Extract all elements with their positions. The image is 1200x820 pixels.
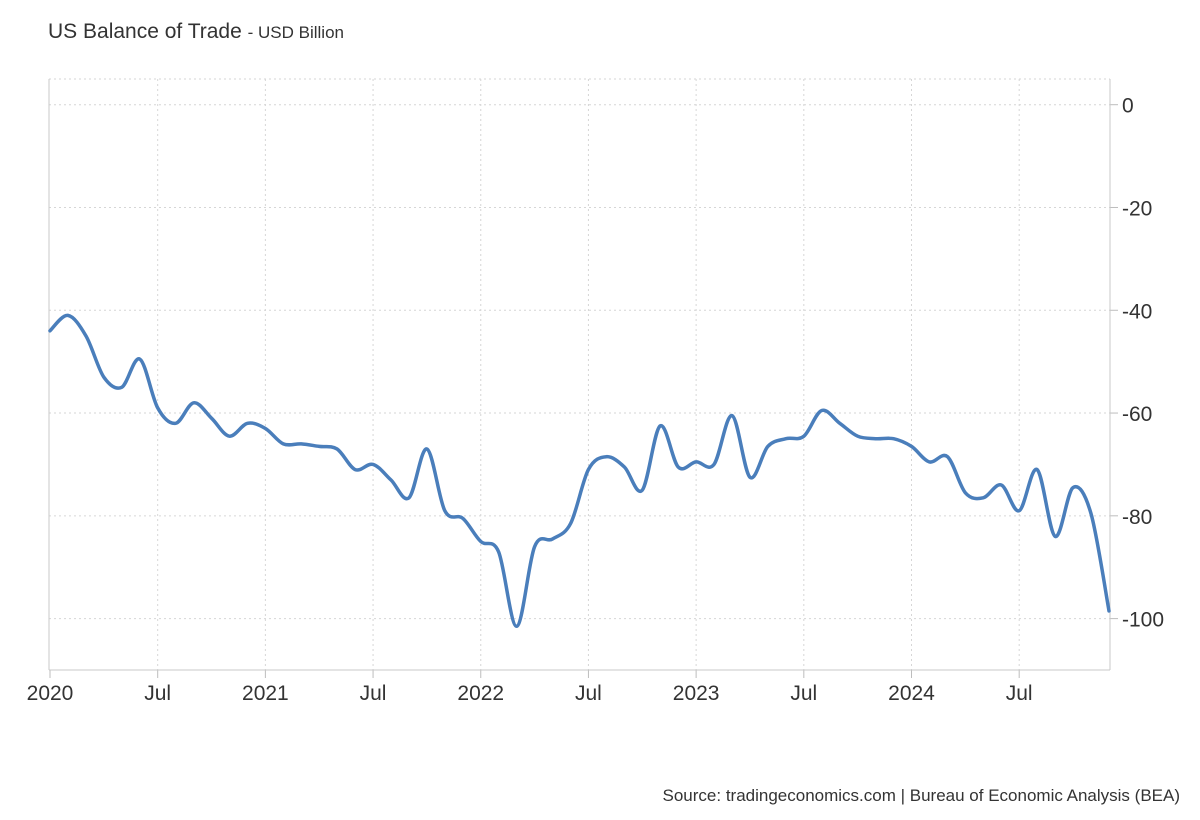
data-point [636, 484, 648, 496]
data-point [241, 417, 253, 429]
y-tick-label: -100 [1122, 609, 1164, 632]
data-point [546, 533, 558, 545]
data-point [259, 422, 271, 434]
data-point [313, 440, 325, 452]
x-tick-label: 2022 [457, 682, 504, 705]
data-point [582, 464, 594, 476]
data-point [977, 492, 989, 504]
chart-title-block: US Balance of Trade - USD Billion [48, 20, 344, 44]
data-point [421, 443, 433, 455]
data-point [116, 381, 128, 393]
data-point [493, 546, 505, 558]
data-point [511, 620, 523, 632]
data-point [600, 451, 612, 463]
data-point [475, 536, 487, 548]
data-point [780, 433, 792, 445]
chart-source: Source: tradingeconomics.com | Bureau of… [662, 786, 1180, 805]
data-point [223, 430, 235, 442]
data-point [134, 353, 146, 365]
data-point [80, 330, 92, 342]
y-tick-label: -40 [1122, 300, 1152, 323]
chart-subtitle: - USD Billion [247, 23, 344, 42]
data-point [349, 464, 361, 476]
data-point [1049, 530, 1061, 542]
data-point [798, 430, 810, 442]
data-point [62, 309, 74, 321]
data-point [457, 512, 469, 524]
series-line [48, 313, 1111, 629]
data-point [44, 325, 56, 337]
axes [48, 79, 1118, 678]
y-tick-label: -20 [1122, 197, 1152, 220]
y-tick-label: -80 [1122, 506, 1152, 529]
data-point [367, 458, 379, 470]
data-point [403, 492, 415, 504]
x-tick-label: Jul [790, 682, 817, 705]
data-point [1013, 505, 1025, 517]
data-point [439, 505, 451, 517]
data-point [170, 417, 182, 429]
data-point [206, 412, 218, 424]
data-point [295, 438, 307, 450]
data-point [726, 410, 738, 422]
y-tick-label: -60 [1122, 403, 1152, 426]
data-point [959, 487, 971, 499]
x-axis-ticks: 2020 Jul 2021 Jul 2022 Jul 2023 Jul 2024 Jul [27, 682, 1033, 705]
data-point [618, 461, 630, 473]
data-point [762, 440, 774, 452]
data-point [852, 430, 864, 442]
x-tick-label: 2023 [673, 682, 720, 705]
data-point [906, 440, 918, 452]
data-point [690, 456, 702, 468]
x-tick-label: Jul [360, 682, 387, 705]
x-tick-label: 2024 [888, 682, 935, 705]
y-axis-ticks: 0 -20 -40 -60 -80 -100 [1122, 95, 1164, 632]
data-point [923, 456, 935, 468]
x-tick-label: Jul [575, 682, 602, 705]
data-point [834, 417, 846, 429]
data-point [1067, 482, 1079, 494]
data-point [744, 471, 756, 483]
y-tick-label: 0 [1122, 95, 1134, 118]
data-point [672, 461, 684, 473]
x-tick-label: 2021 [242, 682, 289, 705]
data-point [98, 371, 110, 383]
data-point [565, 518, 577, 530]
data-point [995, 479, 1007, 491]
data-point [1031, 464, 1043, 476]
data-point [152, 402, 164, 414]
gridlines [49, 78, 1110, 670]
data-point [385, 474, 397, 486]
data-point [654, 420, 666, 432]
data-point [331, 443, 343, 455]
x-tick-label: Jul [144, 682, 171, 705]
data-point [941, 451, 953, 463]
data-point [888, 433, 900, 445]
data-point [708, 458, 720, 470]
series-layer [44, 309, 1115, 632]
chart-title: US Balance of Trade [48, 20, 242, 43]
data-point [188, 397, 200, 409]
data-point [870, 433, 882, 445]
x-tick-label: Jul [1006, 682, 1033, 705]
data-point [1085, 507, 1097, 519]
x-tick-label: 2020 [27, 682, 74, 705]
data-point [1103, 605, 1115, 617]
data-point [277, 438, 289, 450]
data-point [816, 404, 828, 416]
data-point [529, 541, 541, 553]
